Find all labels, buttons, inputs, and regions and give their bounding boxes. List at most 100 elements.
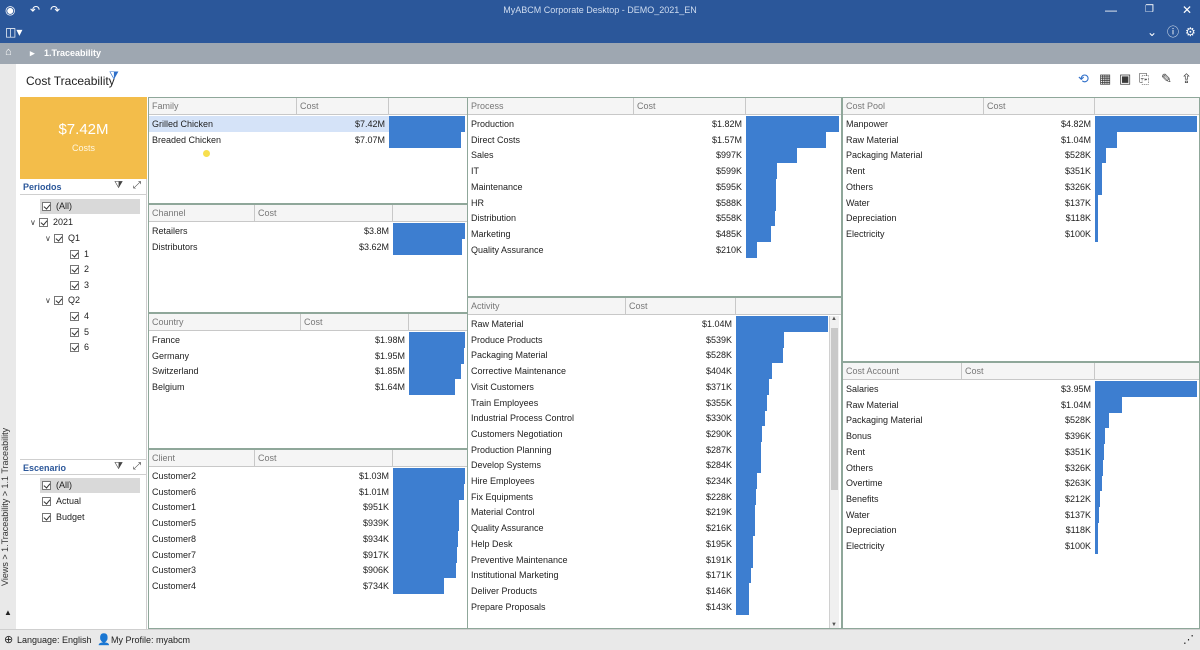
escenario-item-actual[interactable]: Actual bbox=[42, 494, 81, 509]
table-row[interactable]: Raw Material $1.04M bbox=[468, 316, 736, 332]
table-row[interactable]: Customer7 $917K bbox=[149, 547, 393, 563]
edit-icon[interactable]: ✎ bbox=[1161, 71, 1172, 86]
table-row[interactable]: Institutional Marketing $171K bbox=[468, 567, 736, 583]
table-row[interactable]: Marketing $485K bbox=[468, 226, 746, 242]
table-row[interactable]: Distribution $558K bbox=[468, 210, 746, 226]
table-row[interactable]: Deliver Products $146K bbox=[468, 583, 736, 599]
table-row[interactable]: Train Employees $355K bbox=[468, 395, 736, 411]
table-row[interactable]: Visit Customers $371K bbox=[468, 379, 736, 395]
table-row[interactable]: Industrial Process Control $330K bbox=[468, 410, 736, 426]
table-row[interactable]: Customer8 $934K bbox=[149, 531, 393, 547]
periodos-month-item[interactable]: 5 bbox=[70, 325, 89, 340]
table-row[interactable]: Bonus $396K bbox=[843, 428, 1095, 444]
refresh-icon[interactable]: ⟲ bbox=[1078, 71, 1089, 86]
table-row[interactable]: Direct Costs $1.57M bbox=[468, 132, 746, 148]
table-row[interactable]: Packaging Material $528K bbox=[468, 347, 736, 363]
checkbox[interactable] bbox=[42, 481, 51, 491]
scroll-up-icon[interactable]: ▲ bbox=[831, 316, 837, 322]
table-row[interactable]: Water $137K bbox=[843, 195, 1095, 211]
column-header-cost[interactable]: Cost bbox=[626, 298, 736, 315]
table-row[interactable]: HR $588K bbox=[468, 195, 746, 211]
table-row[interactable]: Salaries $3.95M bbox=[843, 381, 1095, 397]
column-header-name[interactable]: Country bbox=[149, 314, 301, 331]
table-row[interactable]: Rent $351K bbox=[843, 444, 1095, 460]
escenario-item-all[interactable]: (All) bbox=[40, 478, 140, 493]
checkbox[interactable] bbox=[70, 265, 79, 275]
share-icon[interactable]: ⇪ bbox=[1181, 71, 1192, 86]
periodos-item-all[interactable]: (All) bbox=[40, 199, 140, 214]
periodos-item-q1[interactable]: ∨ Q1 bbox=[45, 231, 80, 246]
expand-icon[interactable]: ⤢ bbox=[133, 180, 141, 191]
table-row[interactable]: Distributors $3.62M bbox=[149, 239, 393, 255]
column-header-cost[interactable]: Cost bbox=[301, 314, 409, 331]
table-row[interactable]: Switzerland $1.85M bbox=[149, 363, 409, 379]
redo-icon[interactable]: ↷ bbox=[50, 3, 61, 17]
chevron-down-icon[interactable]: ∨ bbox=[45, 234, 51, 243]
table-row[interactable]: IT $599K bbox=[468, 163, 746, 179]
table-row[interactable]: Packaging Material $528K bbox=[843, 412, 1095, 428]
table-row[interactable]: Preventive Maintenance $191K bbox=[468, 552, 736, 568]
table-row[interactable]: Raw Material $1.04M bbox=[843, 397, 1095, 413]
column-header-name[interactable]: Activity bbox=[468, 298, 626, 315]
table-row[interactable]: Retailers $3.8M bbox=[149, 223, 393, 239]
table-row[interactable]: Quality Assurance $216K bbox=[468, 520, 736, 536]
column-header-cost[interactable]: Cost bbox=[984, 98, 1095, 115]
periodos-month-item[interactable]: 4 bbox=[70, 309, 89, 324]
expand-arrow-icon[interactable]: ▲ bbox=[4, 608, 12, 617]
table-row[interactable]: Customer5 $939K bbox=[149, 515, 393, 531]
scroll-thumb[interactable] bbox=[831, 328, 838, 490]
column-header-name[interactable]: Process bbox=[468, 98, 634, 115]
table-row[interactable]: Sales $997K bbox=[468, 147, 746, 163]
escenario-item-budget[interactable]: Budget bbox=[42, 510, 85, 525]
table-row[interactable]: Depreciation $118K bbox=[843, 210, 1095, 226]
table-row[interactable]: Production Planning $287K bbox=[468, 442, 736, 458]
table-row[interactable]: Raw Material $1.04M bbox=[843, 132, 1095, 148]
table-row[interactable]: Rent $351K bbox=[843, 163, 1095, 179]
column-header-name[interactable]: Family bbox=[149, 98, 297, 115]
table-row[interactable]: Customer6 $1.01M bbox=[149, 484, 393, 500]
column-header-name[interactable]: Channel bbox=[149, 205, 255, 222]
chevron-down-icon[interactable]: ∨ bbox=[30, 218, 36, 227]
restore-icon[interactable]: ❐ bbox=[1145, 4, 1154, 15]
grid-icon[interactable]: ▦ bbox=[1099, 71, 1112, 86]
table-row[interactable]: Customers Negotiation $290K bbox=[468, 426, 736, 442]
table-row[interactable]: Germany $1.95M bbox=[149, 348, 409, 364]
checkbox[interactable] bbox=[54, 296, 63, 306]
table-row[interactable]: France $1.98M bbox=[149, 332, 409, 348]
expand-icon[interactable]: ⤢ bbox=[133, 461, 141, 472]
panel-layout-icon[interactable]: ◫▾ bbox=[5, 25, 23, 39]
periodos-item-year[interactable]: ∨ 2021 bbox=[30, 215, 73, 230]
table-row[interactable]: Belgium $1.64M bbox=[149, 379, 409, 395]
checkbox[interactable] bbox=[42, 513, 51, 523]
table-row[interactable]: Produce Products $539K bbox=[468, 332, 736, 348]
column-header-cost[interactable]: Cost bbox=[255, 450, 393, 467]
table-row[interactable]: Prepare Proposals $143K bbox=[468, 599, 736, 615]
column-header-cost[interactable]: Cost bbox=[634, 98, 746, 115]
periodos-month-item[interactable]: 3 bbox=[70, 278, 89, 293]
table-row[interactable]: Material Control $219K bbox=[468, 504, 736, 520]
chevron-down-icon[interactable]: ∨ bbox=[45, 296, 51, 305]
minimize-icon[interactable]: — bbox=[1105, 3, 1117, 17]
checkbox[interactable] bbox=[70, 250, 79, 260]
table-row[interactable]: Maintenance $595K bbox=[468, 179, 746, 195]
checkbox[interactable] bbox=[42, 202, 51, 212]
table-row[interactable]: Overtime $263K bbox=[843, 475, 1095, 491]
checkbox[interactable] bbox=[39, 218, 48, 228]
table-row[interactable]: Packaging Material $528K bbox=[843, 147, 1095, 163]
home-icon[interactable]: ⌂ bbox=[5, 46, 12, 58]
profile-status[interactable]: My Profile: myabcm bbox=[111, 635, 191, 645]
table-row[interactable]: Manpower $4.82M bbox=[843, 116, 1095, 132]
table-row[interactable]: Grilled Chicken $7.42M bbox=[149, 116, 389, 132]
periodos-month-item[interactable]: 1 bbox=[70, 247, 89, 262]
settings-icon[interactable]: ⚙ bbox=[1185, 25, 1196, 39]
table-row[interactable]: Develop Systems $284K bbox=[468, 457, 736, 473]
table-row[interactable]: Corrective Maintenance $404K bbox=[468, 363, 736, 379]
table-row[interactable]: Others $326K bbox=[843, 460, 1095, 476]
periodos-month-item[interactable]: 2 bbox=[70, 262, 89, 277]
checkbox[interactable] bbox=[42, 497, 51, 507]
periodos-month-item[interactable]: 6 bbox=[70, 340, 89, 355]
table-row[interactable]: Fix Equipments $228K bbox=[468, 489, 736, 505]
clear-filter-icon[interactable]: ⧩ bbox=[114, 461, 123, 472]
checkbox[interactable] bbox=[54, 234, 63, 244]
views-sidebar[interactable]: Views > 1.Traceability > 1.1 Traceabilit… bbox=[0, 64, 16, 629]
